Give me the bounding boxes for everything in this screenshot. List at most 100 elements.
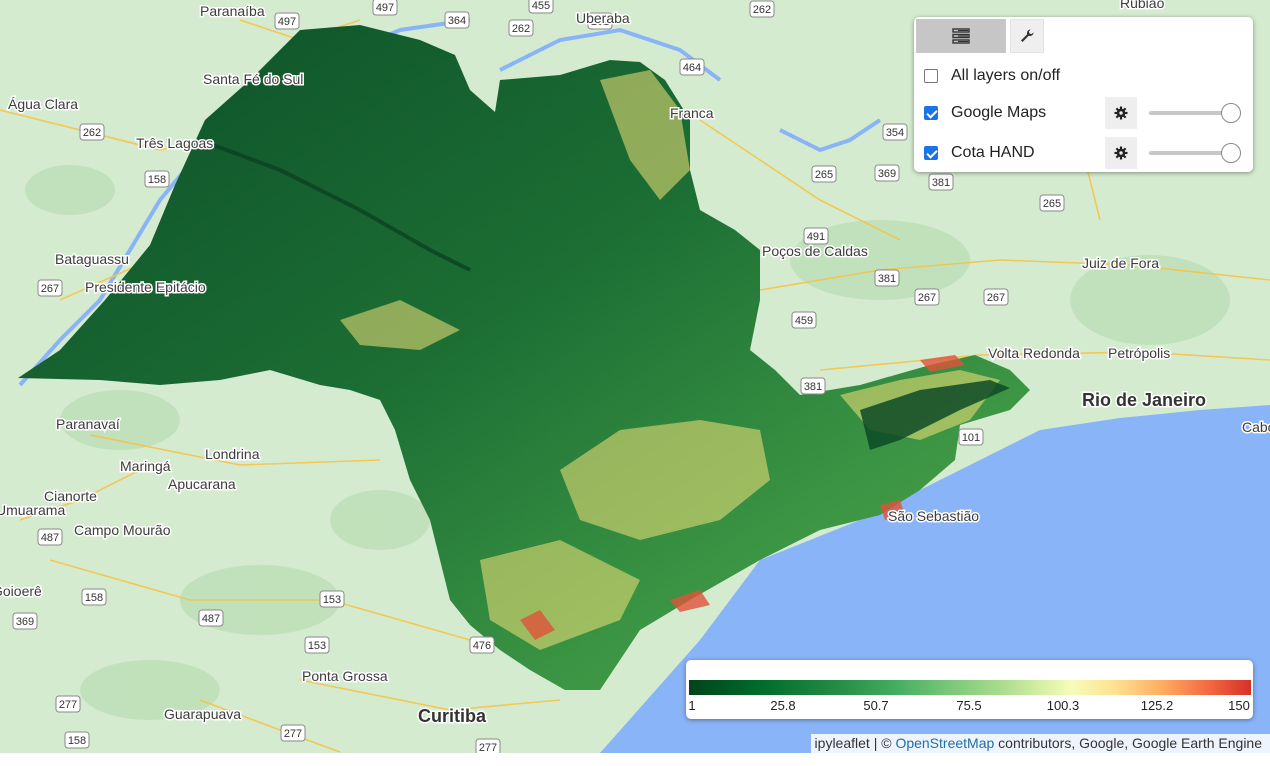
svg-text:153: 153 (308, 640, 326, 652)
svg-text:262: 262 (753, 4, 771, 16)
city-label: Petrópolis (1108, 345, 1170, 361)
all-layers-label: All layers on/off (951, 67, 1061, 84)
attribution-suffix: contributors, Google, Google Earth Engin… (994, 735, 1262, 751)
svg-text:277: 277 (284, 728, 302, 740)
cota-hand-checkbox[interactable] (924, 146, 938, 160)
google-maps-checkbox[interactable] (924, 106, 938, 120)
layer-control-panel: All layers on/off Google Maps Cota HAND (914, 17, 1253, 172)
city-labels: Paranaíba Uberaba Santa Fé do Sul Água Clar… (0, 0, 1270, 728)
road-shield: 277 (280, 724, 306, 742)
road-shield: 153 (319, 590, 345, 608)
city-label: Poços de Caldas (762, 243, 868, 259)
river-valley (199, 138, 471, 272)
google-maps-settings-button[interactable] (1105, 97, 1137, 129)
svg-text:262: 262 (512, 23, 530, 35)
layer-row-google-maps[interactable]: Google Maps (924, 97, 1241, 129)
svg-text:277: 277 (59, 699, 77, 711)
google-maps-opacity-slider[interactable] (1149, 101, 1241, 125)
road-shield: 262 (508, 19, 534, 37)
city-label: Campo Mourão (74, 522, 171, 538)
svg-text:381: 381 (932, 177, 950, 189)
legend-tick: 25.8 (770, 698, 796, 713)
slider-track (1149, 151, 1231, 155)
city-label: Três Lagoas (136, 135, 213, 151)
vegetation-patches (25, 90, 1230, 720)
svg-text:381: 381 (804, 381, 822, 393)
highest-hand-zones (520, 355, 965, 640)
svg-text:497: 497 (376, 2, 394, 14)
city-label: Ponta Grossa (302, 668, 388, 684)
road-shield: 487 (37, 528, 63, 546)
slider-knob[interactable] (1221, 143, 1241, 163)
city-label: Rio de Janeiro (1082, 390, 1206, 410)
openstreetmap-link[interactable]: OpenStreetMap (895, 735, 995, 751)
gear-icon (1114, 146, 1128, 160)
road-shield: 267 (37, 279, 63, 297)
svg-text:354: 354 (886, 127, 904, 139)
city-label: Maringá (120, 458, 171, 474)
road-shield: 455 (528, 0, 554, 14)
road-shield: 476 (469, 636, 495, 654)
legend-tick: 75.5 (956, 698, 982, 713)
city-label: Paranavaí (56, 416, 120, 432)
svg-text:153: 153 (323, 594, 341, 606)
svg-text:277: 277 (479, 742, 497, 753)
hand-raster-layer (18, 25, 1030, 690)
road-shield: 497 (274, 12, 300, 30)
city-label: Rubião (1120, 0, 1165, 11)
svg-text:459: 459 (795, 315, 813, 327)
wrench-tab-button[interactable] (1010, 19, 1044, 53)
city-label: São Sebastião (888, 508, 979, 524)
cota-hand-settings-button[interactable] (1105, 137, 1137, 169)
city-label: Juiz de Fora (1082, 255, 1159, 271)
svg-text:487: 487 (41, 532, 59, 544)
svg-text:267: 267 (918, 292, 936, 304)
city-label: Paranaíba (200, 3, 265, 19)
road-shield: 265 (1039, 194, 1065, 212)
city-label: Umuarama (0, 502, 65, 518)
svg-text:158: 158 (85, 592, 103, 604)
google-maps-label: Google Maps (951, 104, 1047, 121)
svg-text:369: 369 (16, 616, 34, 628)
city-label: Londrina (205, 446, 260, 462)
svg-text:491: 491 (807, 231, 825, 243)
city-label: Uberaba (576, 10, 630, 26)
legend-tick: 125.2 (1140, 698, 1174, 713)
svg-text:364: 364 (448, 15, 466, 27)
road-shield: 497 (372, 0, 398, 16)
road-shield: 262 (79, 123, 105, 141)
road-shield: 262 (587, 12, 613, 30)
layers-icon (952, 28, 970, 44)
cota-hand-opacity-slider[interactable] (1149, 141, 1241, 165)
svg-text:476: 476 (473, 640, 491, 652)
slider-knob[interactable] (1221, 103, 1241, 123)
svg-text:262: 262 (591, 16, 609, 28)
layer-row-cota-hand[interactable]: Cota HAND (924, 137, 1241, 169)
road-shield: 369 (12, 612, 38, 630)
road-shield: 158 (64, 731, 90, 749)
city-label: Franca (670, 105, 714, 121)
legend-tick: 150 (1228, 698, 1250, 713)
road-shield: 267 (914, 288, 940, 306)
road-shield: 262 (749, 0, 775, 18)
road-shield: 487 (198, 609, 224, 627)
road-shield: 277 (55, 695, 81, 713)
road-shield: 101 (958, 428, 984, 446)
layers-tab-button[interactable] (916, 19, 1006, 53)
attribution-prefix: ipyleaflet | © (814, 735, 896, 751)
slider-track (1149, 111, 1231, 115)
road-shield: 491 (803, 227, 829, 245)
road-shield: 381 (928, 173, 954, 191)
all-layers-checkbox[interactable] (924, 69, 938, 83)
all-layers-row[interactable]: All layers on/off (924, 64, 1239, 88)
city-label: Santa Fé do Sul (203, 71, 303, 87)
road-shield: 277 (475, 738, 501, 753)
city-label: Guarapuava (164, 706, 241, 722)
svg-text:267: 267 (987, 292, 1005, 304)
svg-text:158: 158 (68, 735, 86, 747)
map-attribution: ipyleaflet | © OpenStreetMap contributor… (810, 734, 1270, 753)
valley-feature (860, 380, 1010, 450)
gear-icon (1114, 106, 1128, 120)
city-label: Bataguassu (55, 251, 129, 267)
